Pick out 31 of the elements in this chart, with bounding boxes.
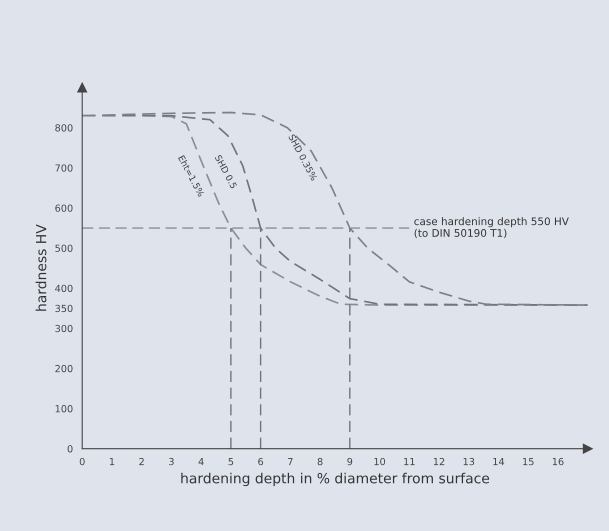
x-tick-label: 14: [493, 458, 504, 466]
x-tick-label: 12: [434, 458, 444, 466]
text: SHD 0.5: [214, 154, 238, 189]
y-tick-label: 500: [55, 244, 73, 252]
y-tick-label: 700: [55, 164, 73, 172]
y-axis-title: hardness HV: [36, 224, 46, 311]
x-tick-label: 16: [552, 458, 564, 466]
x-tick-label: 15: [523, 458, 534, 466]
x-tick-label: 9: [347, 458, 352, 466]
x-axis-title: hardening depth in % diameter from surface: [181, 472, 490, 486]
x-tick-label: 3: [169, 458, 174, 466]
x-tick-label: 4: [198, 458, 204, 466]
y-tick-label: 200: [55, 364, 73, 372]
y-tick-label: 600: [55, 204, 73, 212]
y-tick-label: 0: [68, 445, 73, 453]
annotation: case hardening depth 550 HV (to DIN 50190 T1): [414, 217, 569, 238]
x-tick-label: 1: [110, 458, 114, 466]
x-tick-label: 7: [288, 458, 293, 466]
x-tick-label: 8: [318, 458, 323, 466]
x-tick-label: 6: [258, 458, 264, 466]
x-tick-label: 5: [228, 458, 234, 466]
x-tick-label: 2: [139, 458, 144, 466]
y-tick-label: 350: [55, 304, 73, 312]
y-tick-label: 300: [55, 324, 73, 332]
x-tick-label: 10: [374, 458, 386, 466]
y-tick-label: 800: [55, 124, 73, 132]
x-tick-label: 11: [404, 458, 415, 466]
y-tick-label: 400: [55, 284, 73, 292]
x-tick-label: 0: [80, 458, 85, 466]
y-tick-label: 100: [56, 405, 73, 412]
x-tick-label: 13: [464, 458, 474, 466]
